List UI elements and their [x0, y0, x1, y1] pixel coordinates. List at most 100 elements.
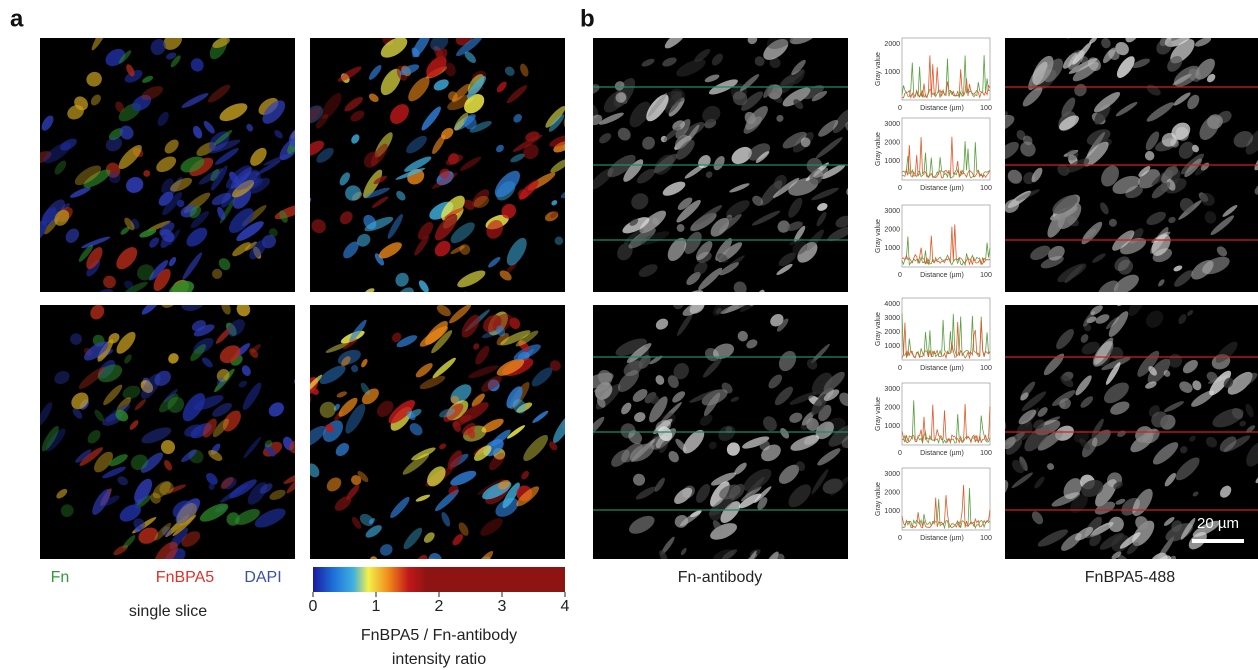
- texture-blob: [1184, 158, 1202, 178]
- texture-blob: [549, 134, 565, 147]
- texture-blob: [702, 105, 721, 123]
- texture-blob: [336, 391, 347, 398]
- texture-blob: [274, 130, 283, 139]
- texture-blob: [811, 90, 828, 102]
- texture-blob: [134, 399, 146, 411]
- texture-blob: [617, 243, 633, 261]
- texture-blob: [566, 404, 593, 431]
- texture-blob: [1173, 92, 1191, 106]
- texture-blob: [190, 344, 206, 362]
- texture-blob: [399, 64, 420, 76]
- texture-blob: [450, 245, 465, 255]
- texture-blob: [170, 55, 181, 68]
- texture-blob: [1175, 457, 1200, 481]
- texture-blob: [1052, 195, 1078, 214]
- texture-blob: [103, 275, 116, 289]
- texture-blob: [1048, 245, 1065, 261]
- texture-blob: [1180, 446, 1188, 454]
- texture-blob: [217, 206, 226, 221]
- texture-blob: [830, 476, 848, 496]
- texture-blob: [351, 134, 360, 144]
- texture-blob: [421, 106, 441, 131]
- texture-blob: [1178, 141, 1195, 159]
- image: [1005, 305, 1258, 559]
- texture-blob: [713, 155, 725, 171]
- texture-blob: [598, 112, 624, 125]
- texture-blob: [402, 453, 430, 475]
- texture-blob: [717, 253, 728, 263]
- texture-blob: [255, 160, 281, 176]
- texture-blob: [550, 159, 565, 173]
- texture-blob: [737, 330, 748, 342]
- texture-blob: [839, 392, 848, 407]
- texture-blob: [1005, 438, 1023, 455]
- texture-blob: [364, 288, 375, 292]
- texture-blob: [134, 478, 153, 503]
- texture-blob: [664, 38, 687, 49]
- texture-blob: [215, 326, 233, 344]
- texture-blob: [628, 227, 656, 249]
- texture-blob: [219, 103, 248, 122]
- texture-blob: [684, 231, 702, 255]
- texture-blob: [365, 525, 382, 538]
- texture-blob: [793, 69, 806, 85]
- texture-blob: [1094, 501, 1116, 515]
- texture-blob: [1233, 131, 1253, 148]
- texture-blob: [794, 225, 806, 242]
- texture-blob: [776, 318, 789, 332]
- texture-blob: [94, 409, 104, 422]
- texture-blob: [622, 217, 650, 234]
- texture-blob: [148, 260, 169, 281]
- texture-blob: [454, 112, 469, 131]
- y-axis-label: Gray value: [875, 219, 882, 253]
- texture-blob: [1117, 259, 1134, 275]
- texture-blob: [78, 244, 94, 262]
- texture-blob: [675, 118, 691, 139]
- texture-blob: [40, 402, 53, 426]
- texture-blob: [419, 375, 446, 390]
- texture-blob: [1089, 38, 1098, 44]
- texture-blob: [71, 392, 89, 410]
- texture-blob: [1047, 210, 1067, 238]
- texture-blob: [221, 477, 237, 490]
- texture-blob: [811, 343, 830, 364]
- texture-blob: [1075, 375, 1092, 396]
- texture-blob: [740, 486, 762, 502]
- texture-blob: [109, 454, 128, 467]
- texture-blob: [310, 107, 322, 126]
- y-tick-label: 3000: [884, 471, 900, 478]
- texture-blob: [1194, 38, 1212, 47]
- texture-blob: [390, 496, 410, 519]
- texture-blob: [1052, 390, 1076, 407]
- scale-bar: [1192, 539, 1244, 543]
- texture-blob: [666, 3, 681, 16]
- profile-plot: Gray value 1000 2000 3000 0 100 Distance (µm): [875, 204, 992, 279]
- texture-blob: [565, 165, 596, 198]
- texture-blob: [154, 541, 178, 559]
- texture-blob: [553, 413, 565, 443]
- texture-blob: [480, 518, 503, 536]
- colorbar-tick-label: 4: [561, 598, 570, 615]
- texture-blob: [376, 400, 394, 417]
- texture-blob: [640, 231, 670, 245]
- texture-blob: [164, 460, 173, 471]
- texture-blob: [593, 416, 605, 436]
- texture-blob: [154, 522, 172, 541]
- texture-blob: [310, 463, 320, 478]
- texture-blob: [655, 375, 665, 385]
- texture-blob: [54, 371, 70, 385]
- texture-blob: [521, 470, 529, 480]
- texture-blob: [722, 255, 745, 273]
- y-tick-label: 3000: [884, 208, 900, 215]
- texture-blob: [143, 170, 151, 177]
- texture-blob: [791, 59, 806, 76]
- texture-blob: [523, 144, 539, 160]
- texture-blob: [344, 96, 363, 112]
- texture-blob: [103, 384, 123, 406]
- texture-blob: [167, 484, 186, 493]
- texture-blob: [94, 451, 113, 473]
- texture-blob: [574, 179, 593, 198]
- texture-blob: [1103, 382, 1129, 404]
- texture-blob: [778, 350, 797, 372]
- texture-blob: [97, 339, 114, 362]
